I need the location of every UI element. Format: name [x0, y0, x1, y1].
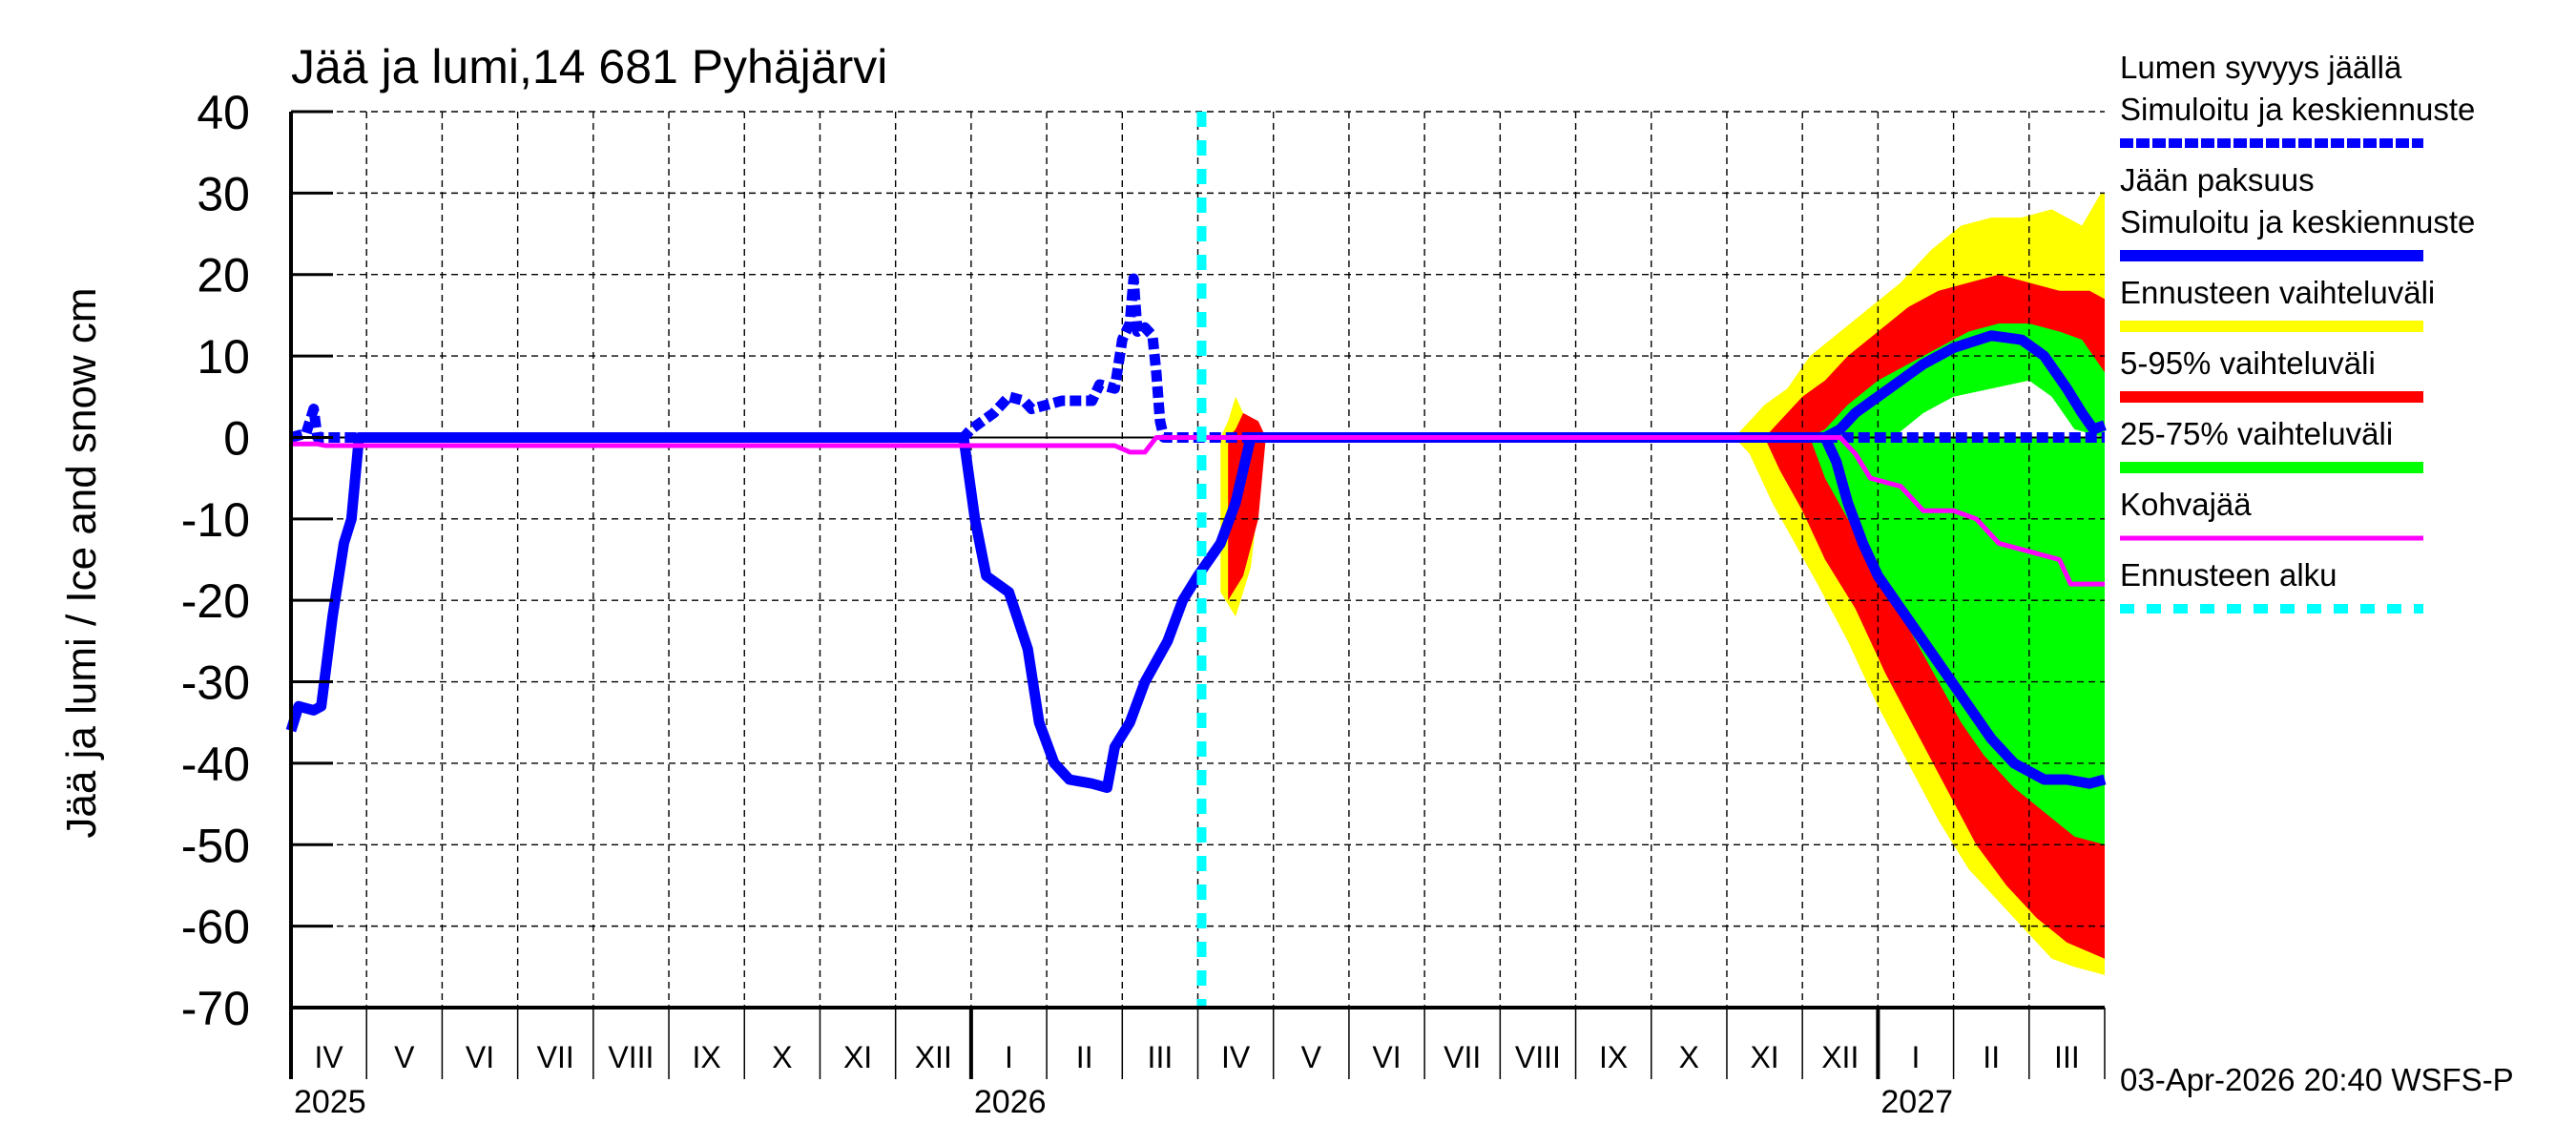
year-label: 2025	[294, 1084, 366, 1120]
year-label: 2027	[1880, 1084, 1953, 1120]
y-tick-label: -70	[181, 982, 250, 1035]
y-tick-label: -20	[181, 574, 250, 628]
month-label: VII	[537, 1040, 574, 1074]
month-label: VIII	[608, 1040, 654, 1074]
legend-item: Jään paksuus Simuloitu ja keskiennuste	[2120, 162, 2475, 261]
series-line	[285, 431, 2107, 794]
forecast-bands	[1220, 193, 2105, 975]
legend-item: Ennusteen alku	[2120, 557, 2423, 614]
band-5-95-lumi-alaraja-ennuste-	[1893, 380, 2105, 438]
month-label: IX	[693, 1040, 721, 1074]
legend-label: Simuloitu ja keskiennuste	[2120, 204, 2475, 239]
month-label: II	[1983, 1040, 2000, 1074]
y-tick-label: 0	[223, 411, 250, 465]
month-label: III	[1148, 1040, 1174, 1074]
y-tick-label: -40	[181, 738, 250, 791]
legend-label: Lumen syvyys jäällä	[2120, 50, 2402, 85]
month-label: I	[1005, 1040, 1013, 1074]
legend-item: Lumen syvyys jäällä Simuloitu ja keskienn…	[2120, 50, 2475, 148]
legend-label: 5-95% vaihteluväli	[2120, 345, 2376, 381]
y-tick-label: 40	[197, 86, 250, 139]
month-label: VIII	[1515, 1040, 1561, 1074]
month-label: VII	[1444, 1040, 1481, 1074]
legend: Lumen syvyys jäällä Simuloitu ja keskienn…	[2120, 50, 2475, 614]
chart-title: Jää ja lumi,14 681 Pyhäjärvi	[291, 40, 887, 94]
month-label: XI	[1750, 1040, 1778, 1074]
month-label: X	[772, 1040, 792, 1074]
month-label: IV	[314, 1040, 343, 1074]
legend-label: Ennusteen alku	[2120, 557, 2337, 593]
legend-label: Jään paksuus	[2120, 162, 2315, 198]
legend-item: 5-95% vaihteluväli	[2120, 345, 2423, 403]
month-label: I	[1912, 1040, 1921, 1074]
y-tick-label: -30	[181, 656, 250, 710]
legend-label: Kohvajää	[2120, 487, 2252, 522]
data-lines	[285, 112, 2107, 1008]
month-label: II	[1076, 1040, 1093, 1074]
month-label: VI	[466, 1040, 494, 1074]
y-tick-label: -10	[181, 493, 250, 547]
month-label: X	[1679, 1040, 1699, 1074]
axes	[289, 110, 2106, 1079]
month-label: XII	[915, 1040, 952, 1074]
series-line	[1822, 330, 2107, 443]
month-label: III	[2054, 1040, 2080, 1074]
legend-label: 25-75% vaihteluväli	[2120, 416, 2393, 451]
month-label: V	[1301, 1040, 1322, 1074]
legend-item: Ennusteen vaihteluväli	[2120, 275, 2435, 332]
x-month-labels: IV V VI VII VIII IX X XI XII I II III IV V VI VII VIII IX…	[294, 1040, 2080, 1120]
month-label: V	[394, 1040, 415, 1074]
legend-item: Kohvajää	[2120, 487, 2423, 541]
month-label: IV	[1221, 1040, 1251, 1074]
legend-label: Simuloitu ja keskiennuste	[2120, 92, 2475, 127]
month-label: XII	[1821, 1040, 1859, 1074]
month-label: IX	[1599, 1040, 1628, 1074]
month-label: VI	[1372, 1040, 1401, 1074]
y-tick-label: -50	[181, 819, 250, 872]
timestamp: 03-Apr-2026 20:40 WSFS-P	[2120, 1062, 2514, 1097]
y-tick-label: 20	[197, 249, 250, 302]
legend-label: Ennusteen vaihteluväli	[2120, 275, 2435, 310]
y-tick-label: 30	[197, 167, 250, 220]
y-tick-label: -60	[181, 901, 250, 954]
year-label: 2026	[974, 1084, 1047, 1120]
y-tick-labels: 40 30 20 10 0 -10 -20 -30 -40 -50 -60 -70	[181, 86, 250, 1035]
legend-item: 25-75% vaihteluväli	[2120, 416, 2423, 473]
series-line	[291, 434, 2105, 587]
y-axis-label: Jää ja lumi / Ice and snow cm	[58, 287, 105, 838]
y-tick-label: 10	[197, 330, 250, 384]
band-25-75-vaihteluv-li	[1810, 323, 2105, 845]
month-label: XI	[843, 1040, 872, 1074]
